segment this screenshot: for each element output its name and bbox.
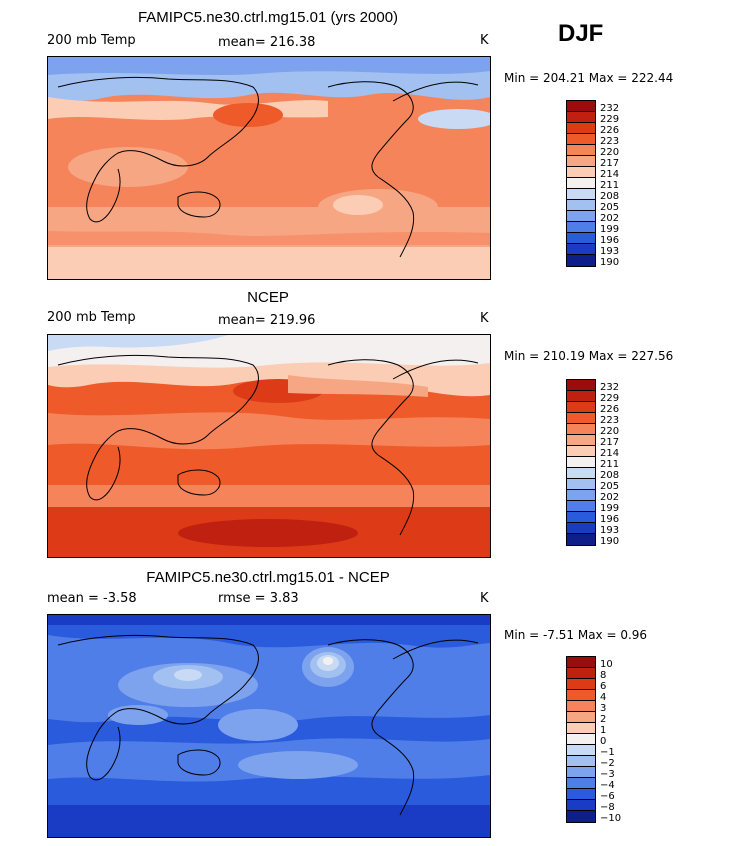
panel3-mean-label: mean = -3.58 (47, 591, 137, 606)
panel1-level-0: 232 (600, 103, 620, 114)
panel3-level-7: 0 (600, 736, 607, 747)
panel1-level-2: 226 (600, 125, 620, 136)
panel1-level-12: 196 (600, 235, 620, 246)
panel3-level-2: 6 (600, 681, 607, 692)
panel1-level-14: 190 (600, 257, 620, 268)
panel1-colorbar (566, 100, 596, 267)
panel2-level-2: 226 (600, 404, 620, 415)
season-label: DJF (558, 20, 604, 47)
panel1-level-10: 202 (600, 213, 620, 224)
panel1-title: FAMIPC5.ne30.ctrl.mg15.01 (yrs 2000) (137, 9, 399, 26)
panel1-level-6: 214 (600, 169, 620, 180)
panel3-level-0: 10 (600, 659, 613, 670)
panel3-level-4: 3 (600, 703, 607, 714)
panel3-level-5: 2 (600, 714, 607, 725)
panel2-mean-label: mean= 219.96 (218, 313, 316, 328)
panel1-level-1: 229 (600, 114, 620, 125)
panel2-level-11: 199 (600, 503, 620, 514)
panel2-level-14: 190 (600, 536, 620, 547)
panel1-level-13: 193 (600, 246, 620, 257)
panel3-level-11: −4 (600, 780, 615, 791)
panel3-level-10: −3 (600, 769, 615, 780)
panel3-minmax: Min = -7.51 Max = 0.96 (504, 628, 648, 642)
panel3-level-3: 4 (600, 692, 607, 703)
panel3-level-14: −10 (600, 813, 622, 824)
panel3-rmse-label: rmse = 3.83 (218, 591, 299, 606)
panel3-units-label: K (480, 591, 489, 606)
panel3-title: FAMIPC5.ne30.ctrl.mg15.01 - NCEP (146, 569, 390, 586)
panel1-minmax: Min = 204.21 Max = 222.44 (504, 71, 674, 85)
panel2-map (47, 334, 491, 558)
panel1-level-11: 199 (600, 224, 620, 235)
panel2-level-1: 229 (600, 393, 620, 404)
panel3-colorbar (566, 656, 596, 823)
panel2-level-8: 208 (600, 470, 620, 481)
panel2-level-6: 214 (600, 448, 620, 459)
panel2-level-5: 217 (600, 437, 620, 448)
panel1-units-label: K (480, 33, 489, 48)
panel3-level-12: −6 (600, 791, 615, 802)
panel3-level-8: −1 (600, 747, 615, 758)
panel1-level-5: 217 (600, 158, 620, 169)
panel3-level-1: 8 (600, 670, 607, 681)
panel2-units-label: K (480, 311, 489, 326)
panel2-title: NCEP (247, 289, 289, 306)
panel2-level-4: 220 (600, 426, 620, 437)
panel2-variable-label: 200 mb Temp (47, 310, 136, 325)
panel1-level-4: 220 (600, 147, 620, 158)
panel1-variable-label: 200 mb Temp (47, 33, 136, 48)
panel3-level-6: 1 (600, 725, 607, 736)
panel3-level-9: −2 (600, 758, 615, 769)
panel1-level-3: 223 (600, 136, 620, 147)
panel1-map (47, 56, 491, 280)
panel1-mean-label: mean= 216.38 (218, 35, 316, 50)
panel2-level-12: 196 (600, 514, 620, 525)
panel3-map (47, 614, 491, 838)
panel1-level-8: 208 (600, 191, 620, 202)
panel2-level-9: 205 (600, 481, 620, 492)
panel2-minmax: Min = 210.19 Max = 227.56 (504, 349, 674, 363)
panel2-level-13: 193 (600, 525, 620, 536)
panel2-level-0: 232 (600, 382, 620, 393)
panel3-level-13: −8 (600, 802, 615, 813)
panel2-level-10: 202 (600, 492, 620, 503)
panel1-level-7: 211 (600, 180, 620, 191)
panel2-level-7: 211 (600, 459, 620, 470)
panel2-colorbar (566, 379, 596, 546)
panel1-level-9: 205 (600, 202, 620, 213)
panel2-level-3: 223 (600, 415, 620, 426)
